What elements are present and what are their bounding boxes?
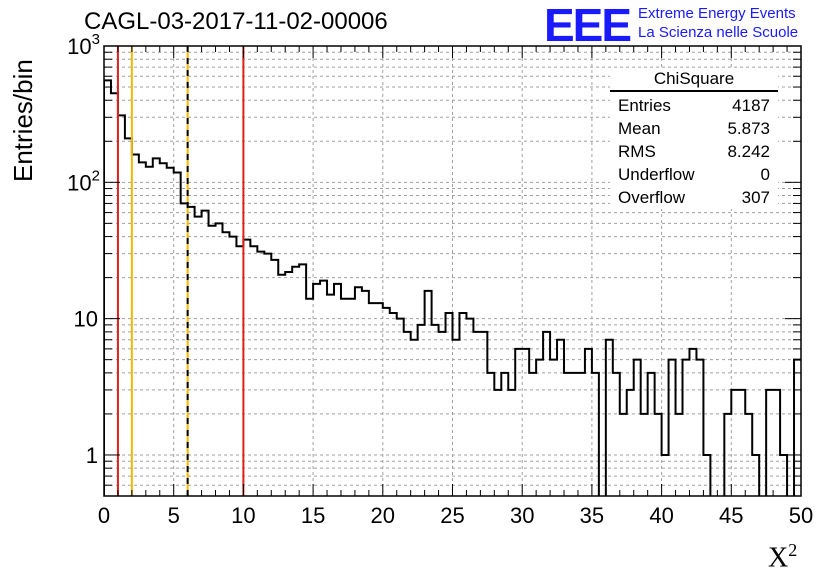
stats-label: Mean xyxy=(618,119,661,138)
y-tick-label: 103 xyxy=(67,31,100,59)
stats-row-entries: Entries 4187 xyxy=(610,94,778,117)
eee-logo-text: Extreme Energy Events La Scienza nelle S… xyxy=(638,4,798,42)
x-tick-label: 5 xyxy=(168,503,180,528)
x-tick-label: 20 xyxy=(371,503,395,528)
stats-label: RMS xyxy=(618,142,656,161)
y-tick-label: 1 xyxy=(86,443,98,468)
x-tick-label: 10 xyxy=(231,503,255,528)
y-axis-label: Entries/bin xyxy=(8,59,38,182)
stats-label: Overflow xyxy=(618,188,686,207)
logo-line-1: Extreme Energy Events xyxy=(638,5,796,22)
y-tick-label: 10 xyxy=(74,307,98,332)
stats-value: 4187 xyxy=(732,96,770,115)
x-tick-label: 50 xyxy=(789,503,813,528)
plot-title: CAGL-03-2017-11-02-00006 xyxy=(84,8,388,35)
stats-title: ChiSquare xyxy=(610,68,778,92)
stats-value: 8.242 xyxy=(727,142,770,161)
y-tick-label: 102 xyxy=(67,167,100,195)
stats-label: Underflow xyxy=(618,165,695,184)
x-tick-label: 15 xyxy=(301,503,325,528)
x-tick-label: 45 xyxy=(719,503,743,528)
stats-row-rms: RMS 8.242 xyxy=(610,140,778,163)
stats-value: 307 xyxy=(741,188,770,207)
stats-box: ChiSquare Entries 4187 Mean 5.873 RMS 8.… xyxy=(610,68,778,209)
eee-logo-mark: EEE xyxy=(544,0,632,51)
stats-row-underflow: Underflow 0 xyxy=(610,163,778,186)
stats-value: 0 xyxy=(760,165,770,184)
stats-label: Entries xyxy=(618,96,671,115)
histogram-series xyxy=(104,79,801,496)
x-axis-label-sup: 2 xyxy=(788,540,798,560)
stats-row-overflow: Overflow 307 xyxy=(610,186,778,209)
x-axis-label: X2 xyxy=(768,540,797,574)
eee-logo: EEE Extreme Energy Events La Scienza nel… xyxy=(544,0,798,51)
x-tick-label: 35 xyxy=(580,503,604,528)
x-tick-label: 0 xyxy=(98,503,110,528)
stats-value: 5.873 xyxy=(727,119,770,138)
x-tick-label: 25 xyxy=(440,503,464,528)
x-tick-label: 40 xyxy=(649,503,673,528)
logo-line-2: La Scienza nelle Scuole xyxy=(638,24,799,41)
x-tick-label: 30 xyxy=(510,503,534,528)
stats-row-mean: Mean 5.873 xyxy=(610,117,778,140)
x-axis-label-base: X xyxy=(768,542,789,574)
